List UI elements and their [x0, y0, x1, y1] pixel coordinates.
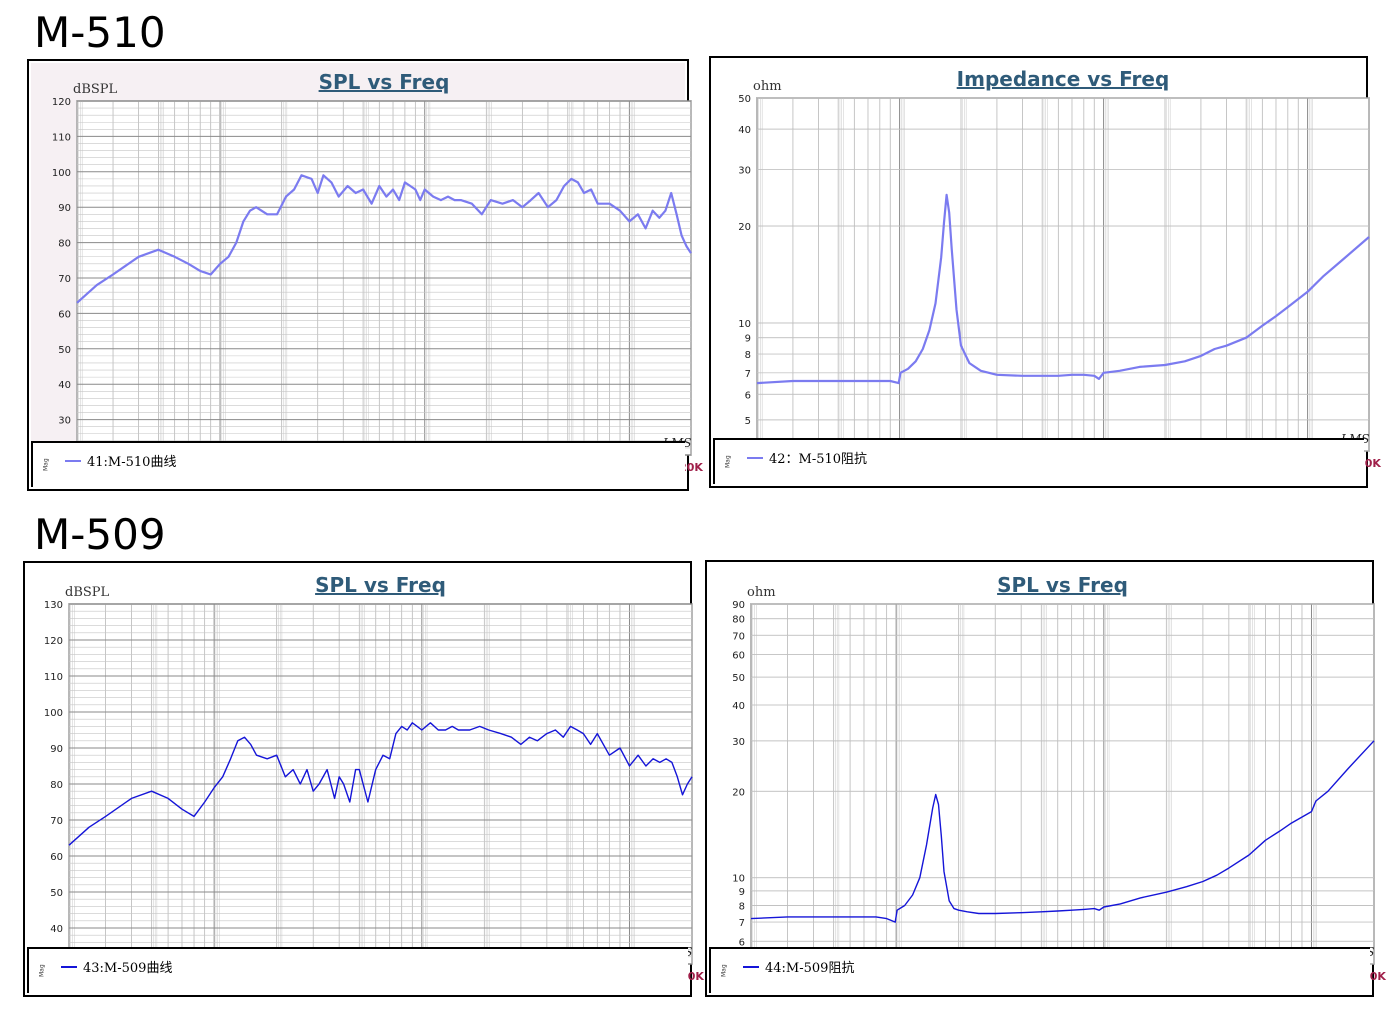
y-tick-label: 90	[58, 203, 71, 214]
y-tick-label: 110	[52, 132, 71, 143]
y-tick-label: 40	[50, 924, 63, 935]
y-tick-label: 30	[738, 165, 751, 176]
y-tick-label: 9	[745, 334, 751, 345]
legend-item: 43:M-509曲线	[61, 957, 172, 976]
section-title-m510: M-510	[34, 8, 166, 57]
legend-label: 44:M-509阻抗	[765, 961, 855, 976]
y-tick-label: 9	[739, 887, 745, 898]
legend-swatch	[65, 459, 81, 462]
x-tick-label: 20K	[679, 461, 703, 474]
y-tick-label: 80	[58, 239, 71, 250]
y-tick-label: 6	[739, 937, 745, 948]
y-tick-label: 7	[739, 918, 745, 929]
chart-panel-m509-spl: 3040506070809010011012013020Hz5010020050…	[23, 561, 704, 997]
chart-title: SPL vs Freq	[319, 70, 450, 94]
series-line	[756, 193, 1370, 385]
series-line	[68, 722, 693, 846]
y-tick-label: 70	[58, 274, 71, 285]
legend-swatch	[747, 456, 763, 459]
y-tick-label: 60	[732, 651, 745, 662]
y-tick-label: 8	[739, 901, 745, 912]
y-tick-label: 50	[732, 673, 745, 684]
legend-swatch	[61, 965, 77, 968]
y-tick-label: 30	[58, 416, 71, 427]
legend-bar: Mag 42：M-510阻抗	[713, 438, 1364, 484]
y-tick-label: 90	[50, 744, 63, 755]
legend-label: 43:M-509曲线	[83, 961, 173, 976]
legend-tag: Mag	[709, 949, 737, 993]
y-axis-unit: ohm	[747, 585, 776, 600]
chart-panel-m510-spl: 203040506070809010011012020 Hz5010020050…	[27, 59, 703, 491]
y-tick-label: 6	[745, 390, 751, 401]
legend-swatch	[743, 965, 759, 968]
legend-tag: Mag	[713, 440, 741, 484]
y-tick-label: 90	[732, 600, 745, 611]
plot-area	[756, 97, 1370, 452]
y-axis-unit: dBSPL	[65, 585, 110, 600]
chart-title: SPL vs Freq	[997, 573, 1128, 597]
series-line	[76, 174, 692, 304]
y-tick-label: 80	[732, 615, 745, 626]
legend-tag: Mag	[27, 949, 55, 993]
y-axis-unit: dBSPL	[73, 82, 118, 97]
y-tick-label: 20	[738, 222, 751, 233]
y-tick-label: 100	[52, 168, 71, 179]
section-title-m509: M-509	[34, 510, 166, 559]
legend-item: 44:M-509阻抗	[743, 957, 854, 976]
y-tick-label: 70	[732, 631, 745, 642]
y-tick-label: 40	[738, 125, 751, 136]
y-tick-label: 50	[50, 888, 63, 899]
chart-panel-m510-impedance: 456789102030405020 Hz501002005001K2K5K10…	[709, 56, 1381, 488]
y-tick-label: 30	[732, 737, 745, 748]
chart-svg: 456789102030405020 Hz501002005001K2K5K10…	[738, 67, 1381, 470]
y-tick-label: 130	[44, 600, 63, 611]
chart-panel-m509-impedance: 5678910203040506070809020 Hz501002005001…	[705, 560, 1386, 997]
y-tick-label: 50	[58, 345, 71, 356]
legend-label: 41:M-510曲线	[87, 455, 177, 470]
y-tick-label: 20	[732, 787, 745, 798]
y-tick-label: 7	[745, 369, 751, 380]
legend-label: 42：M-510阻抗	[769, 452, 868, 467]
y-tick-label: 60	[58, 309, 71, 320]
y-tick-label: 60	[50, 852, 63, 863]
legend-bar: Mag 43:M-509曲线	[27, 947, 688, 993]
y-axis-unit: ohm	[753, 79, 782, 94]
y-tick-label: 10	[738, 319, 751, 330]
chart-svg: 3040506070809010011012013020Hz5010020050…	[44, 573, 704, 983]
y-tick-label: 50	[738, 94, 751, 105]
y-tick-label: 8	[745, 350, 751, 361]
y-tick-label: 120	[52, 97, 71, 108]
chart-title: SPL vs Freq	[315, 573, 446, 597]
legend-bar: Mag 44:M-509阻抗	[709, 947, 1370, 993]
y-tick-label: 80	[50, 780, 63, 791]
chart-svg: 203040506070809010011012020 Hz5010020050…	[52, 70, 703, 474]
y-tick-label: 40	[58, 380, 71, 391]
y-tick-label: 100	[44, 708, 63, 719]
legend-item: 42：M-510阻抗	[747, 448, 867, 467]
y-tick-label: 10	[732, 874, 745, 885]
legend-bar: Mag 41:M-510曲线	[31, 441, 685, 487]
series-line	[750, 740, 1375, 923]
plot-area	[750, 603, 1375, 965]
chart-title: Impedance vs Freq	[957, 67, 1170, 91]
y-tick-label: 5	[745, 416, 751, 427]
legend-tag: Mag	[31, 443, 59, 487]
legend-item: 41:M-510曲线	[65, 451, 176, 470]
y-tick-label: 120	[44, 636, 63, 647]
y-tick-label: 110	[44, 672, 63, 683]
y-tick-label: 40	[732, 701, 745, 712]
y-tick-label: 70	[50, 816, 63, 827]
chart-svg: 5678910203040506070809020 Hz501002005001…	[732, 573, 1386, 983]
